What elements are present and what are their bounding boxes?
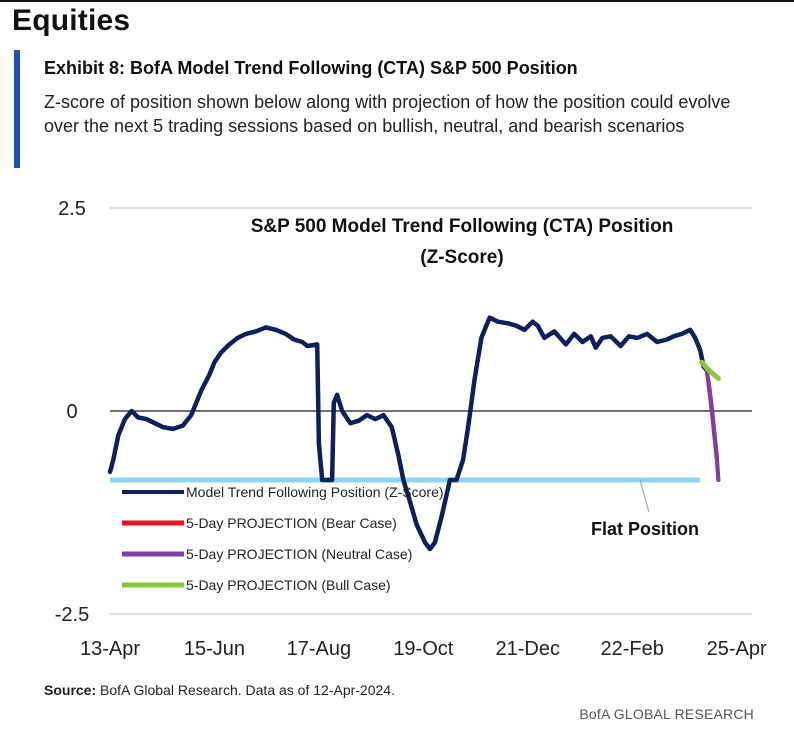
y-tick-label: -2.5	[55, 604, 89, 626]
flat-position-leader	[639, 479, 650, 513]
section-title: Equities	[12, 4, 131, 37]
legend-bear-case-label: 5-Day PROJECTION (Bear Case)	[186, 515, 397, 531]
y-tick-label: 2.5	[58, 198, 86, 220]
accent-bar	[14, 50, 20, 168]
top-rule	[0, 0, 794, 2]
neutral-projection-line	[704, 368, 721, 482]
exhibit-subtitle: Z-score of position shown below along wi…	[44, 92, 731, 136]
chart-title-subtitle: (Z-Score)	[420, 247, 503, 268]
source-note: Source: BofA Global Research. Data as of…	[44, 682, 395, 698]
source-label: Source:	[44, 682, 97, 698]
legend-bull-case-label: 5-Day PROJECTION (Bull Case)	[186, 577, 391, 593]
chart-title: S&P 500 Model Trend Following (CTA) Posi…	[251, 216, 674, 237]
flat-position-label: Flat Position	[591, 519, 699, 539]
x-tick-label: 13-Apr	[80, 638, 140, 660]
x-tick-label: 15-Jun	[184, 638, 245, 660]
legend-main-series-label: Model Trend Following Position (Z-Score)	[186, 484, 444, 500]
bull-projection-line	[699, 359, 721, 381]
brand-watermark: BofA GLOBAL RESEARCH	[579, 706, 754, 722]
legend-neutral-case-label: 5-Day PROJECTION (Neutral Case)	[186, 546, 412, 562]
source-text: BofA Global Research. Data as of 12-Apr-…	[96, 682, 395, 698]
x-tick-label: 22-Feb	[601, 638, 664, 660]
y-tick-label: 0	[66, 401, 77, 423]
x-tick-label: 25-Apr	[707, 638, 767, 660]
main-series-line	[107, 315, 710, 552]
x-tick-label: 17-Aug	[287, 638, 352, 660]
x-tick-label: 19-Oct	[393, 638, 453, 660]
exhibit-title: Exhibit 8: BofA Model Trend Following (C…	[44, 58, 578, 78]
x-tick-label: 21-Dec	[496, 638, 560, 660]
